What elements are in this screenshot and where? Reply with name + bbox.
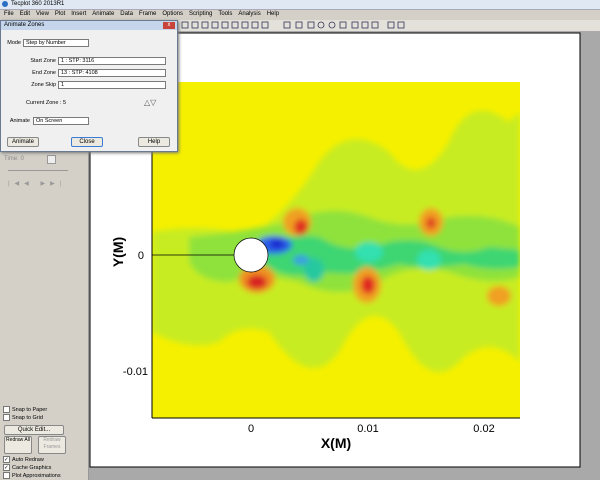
snap-label: Snap to Grid bbox=[12, 414, 43, 421]
close-button[interactable]: Close bbox=[71, 137, 103, 147]
snap-to-paper[interactable]: Snap to Paper bbox=[3, 406, 47, 413]
menu-item[interactable]: Edit bbox=[19, 11, 31, 17]
end-zone-label: End Zone bbox=[32, 70, 56, 76]
x-tick-label: 0.02 bbox=[473, 423, 494, 435]
menu-item[interactable]: Scripting bbox=[189, 11, 213, 17]
zone-skip-label: Zone Skip bbox=[31, 82, 56, 88]
menu-item[interactable]: File bbox=[4, 11, 14, 17]
menu-item[interactable]: Frame bbox=[138, 11, 157, 17]
zone-skip-input[interactable]: 1 bbox=[58, 81, 166, 89]
mode-select[interactable]: Step by Number bbox=[23, 39, 89, 47]
menu-item[interactable]: Data bbox=[120, 11, 133, 17]
menu-item[interactable]: Insert bbox=[71, 11, 87, 17]
option-label: Auto Redraw bbox=[12, 456, 44, 463]
menu-item[interactable]: Animate bbox=[92, 11, 115, 17]
animate-label: Animate bbox=[9, 118, 30, 124]
x-tick-label: 0 bbox=[248, 423, 254, 435]
dialog-title: Animate Zones bbox=[4, 22, 45, 28]
menu-item[interactable]: View bbox=[36, 11, 49, 17]
time-label: Time: 0 bbox=[4, 156, 24, 162]
help-button[interactable]: Help bbox=[138, 137, 170, 147]
x-axis-title: X(M) bbox=[321, 435, 351, 451]
dialog-title-bar: Animate Zones x bbox=[1, 21, 177, 30]
animate-select[interactable]: On Screen bbox=[33, 117, 89, 125]
current-zone: Current Zone : 5 bbox=[26, 100, 67, 106]
step-arrows[interactable]: △▽ bbox=[144, 98, 157, 107]
redraw-all-button[interactable]: Redraw All bbox=[4, 436, 32, 454]
menu-bar: File Edit View Plot Insert Animate Data Frame Op… bbox=[4, 11, 600, 19]
option-label: Plot Approximations bbox=[12, 472, 61, 479]
y-axis-title: Y(M) bbox=[110, 237, 126, 267]
close-x[interactable]: x bbox=[163, 22, 175, 29]
animate-zones-dialog: Animate Zones x Mode Step by Number Star… bbox=[0, 20, 178, 152]
menu-item[interactable]: Analysis bbox=[238, 11, 261, 17]
title-bar: Tecplot 360 2013R1 bbox=[0, 0, 600, 10]
quick-edit-button[interactable]: Quick Edit... bbox=[4, 425, 64, 435]
option-label: Cache Graphics bbox=[12, 464, 52, 471]
y-tick-label: 0 bbox=[138, 250, 144, 262]
cache-graphics[interactable]: ✓ Cache Graphics bbox=[3, 464, 52, 471]
window-title: Tecplot 360 2013R1 bbox=[11, 1, 65, 7]
mode-label: Mode bbox=[7, 40, 21, 46]
menu-item[interactable]: Plot bbox=[54, 11, 66, 17]
contour-field bbox=[152, 82, 520, 418]
menu-item[interactable]: Tools bbox=[218, 11, 233, 17]
end-zone-select[interactable]: 13 : STP: 4108 bbox=[58, 69, 166, 77]
snap-label: Snap to Paper bbox=[12, 406, 48, 413]
redraw-frames-button[interactable]: Redraw Frames bbox=[38, 436, 66, 454]
playback-controls: |◀◀ ▶▶| bbox=[8, 181, 67, 187]
time-slider bbox=[8, 170, 68, 171]
time-box bbox=[47, 155, 56, 164]
plot-approximations[interactable]: Plot Approximations bbox=[3, 472, 61, 479]
auto-redraw[interactable]: ✓ Auto Redraw bbox=[3, 456, 44, 463]
x-tick-label: 0.01 bbox=[357, 423, 378, 435]
snap-to-grid[interactable]: Snap to Grid bbox=[3, 414, 43, 421]
y-tick-label: -0.01 bbox=[123, 366, 148, 378]
app-icon bbox=[2, 1, 8, 7]
menu-item[interactable]: Help bbox=[266, 11, 280, 17]
start-zone-label: Start Zone bbox=[30, 58, 56, 64]
start-zone-select[interactable]: 1 : STP: 3116 bbox=[58, 57, 166, 65]
menu-item[interactable]: Options bbox=[162, 11, 184, 17]
animate-button[interactable]: Animate bbox=[7, 137, 39, 147]
toolbar-icons bbox=[181, 21, 405, 29]
